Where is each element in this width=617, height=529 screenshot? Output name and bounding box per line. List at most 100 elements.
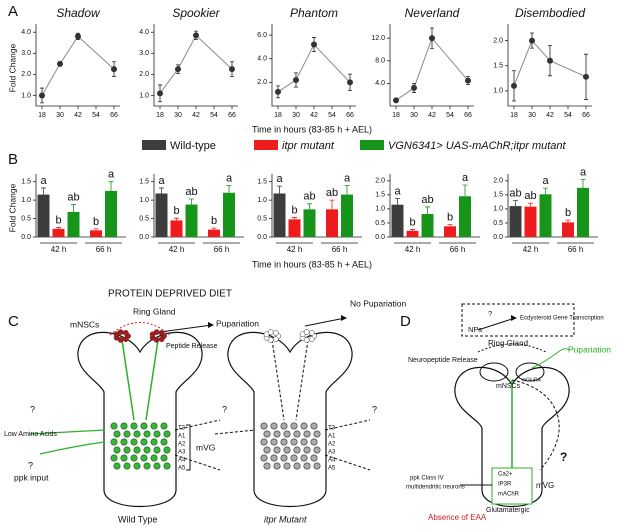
error-bar: [277, 185, 282, 194]
neuron: [280, 422, 288, 430]
diagram-label: mGluRA: [522, 377, 542, 383]
point: [57, 60, 63, 67]
x-tick-label: 42 h: [523, 245, 539, 254]
error-bar: [425, 206, 430, 214]
neuron: [273, 446, 281, 454]
y-tick-label: 4.0: [21, 29, 31, 36]
x-tick-label: 42: [546, 112, 554, 119]
nsc: [303, 329, 310, 335]
neuron: [283, 446, 291, 454]
point: [347, 79, 353, 86]
bar: [539, 194, 552, 237]
point: [229, 66, 235, 73]
line: [513, 39, 587, 87]
diagram-label: No Pupariation: [350, 298, 407, 308]
bar: [524, 206, 537, 237]
y-tick-label: 3.0: [21, 50, 31, 57]
segment-label: T3: [328, 426, 336, 432]
bar: [341, 194, 353, 237]
neuron: [160, 422, 168, 430]
significance-letter: ab: [185, 186, 197, 198]
bar: [170, 220, 183, 237]
y-tick-label: 1.0: [139, 92, 149, 99]
x-tick-label: 66: [582, 112, 590, 119]
x-tick-label: 18: [156, 112, 164, 119]
diagram-label: Low Amino Acids: [4, 431, 57, 438]
bar: [90, 230, 102, 237]
segment-label: T3: [178, 426, 186, 432]
y-tick-label: 8.0: [375, 58, 385, 65]
point: [529, 37, 535, 44]
diagram-label: mVG: [536, 481, 554, 490]
x-tick-label: 30: [174, 112, 182, 119]
diagram-label: mNSCs: [70, 319, 99, 329]
significance-letter: a: [344, 172, 351, 184]
legend-swatch: [254, 140, 278, 150]
segment-label: A3: [328, 450, 336, 456]
nsc: [272, 330, 279, 336]
error-bar: [344, 184, 350, 195]
error-bar: [93, 228, 99, 231]
significance-letter: a: [40, 175, 47, 187]
neuron: [133, 446, 141, 454]
diagram-label: Ring Gland: [488, 339, 528, 348]
diagram-label: Peptide Release: [166, 343, 217, 350]
diagram-label: Ca2+: [498, 472, 513, 478]
y-tick-label: 4.0: [257, 56, 267, 63]
error-bar: [189, 198, 194, 205]
neuron: [283, 430, 291, 438]
significance-letter: a: [276, 173, 283, 185]
nsc: [272, 336, 279, 342]
neuron: [150, 422, 158, 430]
error-bar: [71, 204, 76, 212]
error-bar: [580, 179, 586, 188]
significance-letter: a: [394, 185, 401, 197]
panel-label: B: [8, 151, 18, 168]
neuron: [303, 446, 311, 454]
diagram-label: Ring Gland: [133, 306, 176, 316]
error-bar: [108, 181, 114, 191]
neuron: [143, 462, 151, 470]
x-tick-label: 54: [210, 112, 218, 119]
diagram-label: Glutamatergic: [486, 507, 530, 514]
bar: [459, 196, 471, 237]
significance-letter: ab: [67, 191, 79, 203]
neuron: [130, 422, 138, 430]
nsc: [308, 330, 315, 336]
neuron: [293, 430, 301, 438]
diagram-label: itpr Mutant: [264, 514, 307, 524]
neuron: [110, 422, 118, 430]
chart-title: Disembodied: [515, 6, 585, 20]
significance-letter: b: [409, 216, 415, 228]
point: [175, 66, 181, 73]
y-tick-label: 0.0: [493, 234, 503, 241]
point: [193, 32, 199, 39]
y-axis-label: Fold Change: [7, 43, 17, 92]
y-tick-label: 0.5: [375, 220, 385, 227]
significance-letter: b: [173, 205, 179, 217]
neuron: [163, 430, 171, 438]
x-tick-label: 54: [92, 112, 100, 119]
neuron: [293, 446, 301, 454]
diagram-label: Neuropeptide Release: [408, 357, 478, 364]
neuron: [133, 462, 141, 470]
bar: [577, 187, 589, 237]
diagram-label: NPs: [468, 325, 482, 334]
x-axis-label: Time in hours (83-85 h + AEL): [252, 124, 372, 134]
neuron: [300, 422, 308, 430]
neuron: [263, 446, 271, 454]
neuron: [273, 430, 281, 438]
legend-label: Wild-type: [170, 140, 216, 152]
y-tick-label: 1.5: [139, 179, 149, 186]
diagram-label: mAChR: [498, 492, 520, 498]
neuron: [123, 446, 131, 454]
neuron: [260, 454, 268, 462]
point: [39, 92, 45, 99]
diagram-label: mNSCs: [496, 383, 521, 390]
neuron: [313, 462, 321, 470]
legend-label: itpr mutant: [282, 140, 335, 152]
segment-label: A1: [328, 434, 336, 440]
neuron: [160, 438, 168, 446]
x-tick-label: 54: [564, 112, 572, 119]
bar: [562, 222, 574, 237]
